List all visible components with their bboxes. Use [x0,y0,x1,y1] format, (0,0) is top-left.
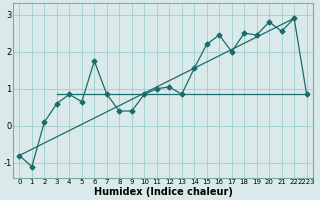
X-axis label: Humidex (Indice chaleur): Humidex (Indice chaleur) [93,187,232,197]
